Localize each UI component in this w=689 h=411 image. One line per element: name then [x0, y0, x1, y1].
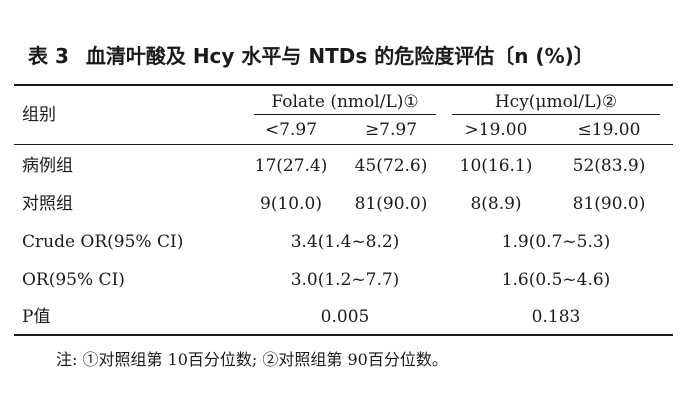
table-cell: 81(90.0): [572, 194, 646, 214]
sub-header-hcy-high: >19.00: [464, 120, 528, 140]
row-label: P值: [22, 307, 51, 327]
table-cell: 81(90.0): [354, 194, 428, 214]
table-cell: 0.183: [531, 307, 581, 327]
table-cell: 8(8.9): [470, 194, 522, 214]
table-footnote: 注: ①对照组第 10百分位数; ②对照组第 90百分位数。: [56, 350, 448, 369]
folate-subrule: [254, 114, 436, 115]
bottom-rule: [14, 334, 673, 336]
row-label: Crude OR(95% CI): [22, 232, 184, 252]
hcy-subrule: [452, 114, 660, 115]
table-cell: 1.9(0.7~5.3): [501, 232, 611, 252]
header-rule: [14, 144, 673, 145]
table-cell: 9(10.0): [260, 194, 322, 214]
table-cell: 0.005: [320, 307, 370, 327]
sub-header-folate-high: ≥7.97: [364, 120, 418, 140]
row-label: 病例组: [22, 156, 73, 176]
sub-header-folate-low: <7.97: [264, 120, 318, 140]
table-caption: 表 3 血清叶酸及 Hcy 水平与 NTDs 的危险度评估〔n (%)〕: [20, 40, 680, 69]
table-cell: 3.4(1.4~8.2): [290, 232, 400, 252]
table-cell: 1.6(0.5~4.6): [501, 270, 611, 290]
table-cell: 45(72.6): [354, 156, 428, 176]
table-cell: 52(83.9): [572, 156, 646, 176]
group-header: 组别: [22, 105, 56, 125]
hcy-header: Hcy(μmol/L)②: [494, 92, 618, 112]
row-label: 对照组: [22, 194, 73, 214]
table-cell: 10(16.1): [459, 156, 533, 176]
table-number: 表 3: [28, 44, 69, 68]
table-cell: 17(27.4): [254, 156, 328, 176]
table-cell: 3.0(1.2~7.7): [290, 270, 400, 290]
row-label: OR(95% CI): [22, 270, 125, 290]
sub-header-hcy-low: ≤19.00: [577, 120, 641, 140]
top-rule: [14, 84, 673, 86]
folate-header: Folate (nmol/L)①: [271, 92, 419, 112]
table-title: 血清叶酸及 Hcy 水平与 NTDs 的危险度评估〔n (%)〕: [85, 44, 594, 68]
